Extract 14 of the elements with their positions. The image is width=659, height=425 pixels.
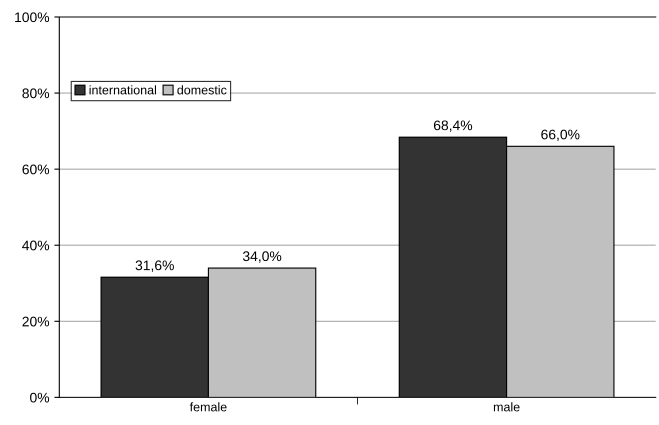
legend-label: international — [90, 85, 156, 94]
y-tick-label: 20% — [22, 316, 50, 326]
data-label: 31,6% — [136, 260, 174, 272]
legend-label: domestic — [177, 85, 227, 94]
data-label: 66,0% — [541, 130, 580, 142]
y-tick-label: 60% — [22, 164, 50, 174]
y-tick-label: 0% — [30, 392, 50, 403]
data-label: 34,0% — [242, 251, 282, 263]
y-tick-label: 100% — [15, 12, 50, 22]
x-tick-label: male — [494, 402, 520, 412]
data-label: 68,4% — [434, 120, 472, 132]
y-tick-label: 80% — [22, 88, 50, 98]
y-tick-label: 40% — [22, 240, 50, 250]
x-tick-label: female — [190, 402, 227, 412]
